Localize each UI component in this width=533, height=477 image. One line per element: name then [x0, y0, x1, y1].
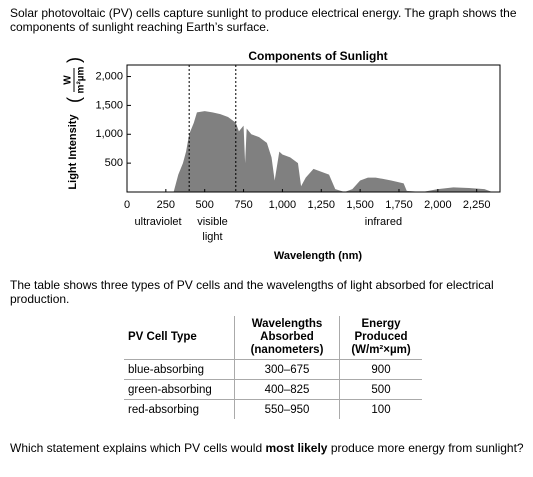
x-tick-label: 750 [234, 199, 252, 211]
table-row: blue-absorbing 300–675 900 [124, 359, 422, 380]
spectrum-area [173, 111, 493, 192]
header-text: Produced [354, 331, 408, 343]
header-cell: PV Cell Type [124, 316, 235, 360]
x-tick-label: 1,500 [346, 199, 374, 211]
x-tick-label: 0 [124, 199, 130, 211]
table-row: red-absorbing 550–950 100 [124, 399, 422, 419]
table-row: green-absorbing 400–825 500 [124, 379, 422, 400]
y-unit-top: W [63, 75, 74, 85]
header-text: Energy [361, 318, 401, 330]
pv-table: PV Cell Type Wavelengths Absorbed (nanomete… [124, 316, 422, 419]
x-tick-label: 2,250 [463, 199, 491, 211]
y-tick-label: 1,500 [95, 99, 123, 111]
header-text: (nanometers) [250, 344, 324, 356]
table-cell: 400–825 [234, 379, 340, 400]
question-text: produce more energy from sunlight? [327, 441, 524, 455]
x-tick-label: 1,000 [269, 199, 297, 211]
header-text: PV Cell Type [128, 331, 197, 343]
x-tick-label: 500 [196, 199, 214, 211]
paren: ) [64, 57, 84, 63]
intro: Solar photovoltaic (PV) cells capture su… [10, 6, 517, 34]
y-tick-label: 1,000 [95, 128, 123, 140]
table-cell: green-absorbing [124, 379, 235, 400]
x-tick-label: 2,000 [424, 199, 452, 211]
header-cell: Wavelengths Absorbed (nanometers) [234, 316, 340, 360]
table-cell: blue-absorbing [124, 359, 235, 380]
table-intro: The table shows three types of PV cells … [10, 278, 494, 306]
x-tick-label: 250 [157, 199, 175, 211]
header-cell: Energy Produced (W/m²×µm) [339, 316, 422, 360]
table-cell: 300–675 [234, 359, 340, 380]
y-axis-label-group: Light Intensity W m²µm ( ) [63, 57, 87, 190]
question-bold: most likely [265, 441, 328, 455]
x-axis-label: Wavelength (nm) [274, 250, 363, 262]
y-axis-label: Light Intensity [67, 114, 79, 190]
header-row: PV Cell Type Wavelengths Absorbed (nanomete… [124, 316, 422, 360]
header-text: Absorbed [260, 331, 314, 343]
table-cell: 550–950 [234, 399, 340, 419]
region-label: visible [197, 216, 228, 228]
region-label: infrared [365, 216, 402, 228]
table-body: blue-absorbing 300–675 900 green-absorbing 4… [124, 359, 422, 419]
x-tick-label: 1,750 [385, 199, 413, 211]
y-unit-bottom: m²µm [76, 66, 87, 93]
x-tick-label: 1,250 [308, 199, 336, 211]
question-text: Which statement explains which PV cells … [10, 441, 266, 455]
y-tick-label: 500 [105, 157, 123, 169]
header-text: (W/m²×µm) [351, 344, 411, 356]
y-tick-label: 2,000 [95, 70, 123, 82]
region-label: light [202, 231, 222, 243]
header-text: Wavelengths [251, 318, 323, 330]
table-cell: 900 [339, 359, 422, 380]
chart-title: Components of Sunlight [248, 49, 387, 63]
paren: ( [64, 97, 84, 103]
table-cell: 100 [339, 399, 422, 419]
plot-frame [126, 64, 501, 193]
table-cell: red-absorbing [124, 399, 235, 419]
question: Which statement explains which PV cells … [10, 441, 525, 455]
chart: Components of Sunlight Wavelength (nm) L… [63, 49, 501, 262]
region-label: ultraviolet [135, 216, 182, 228]
table-cell: 500 [339, 379, 422, 400]
